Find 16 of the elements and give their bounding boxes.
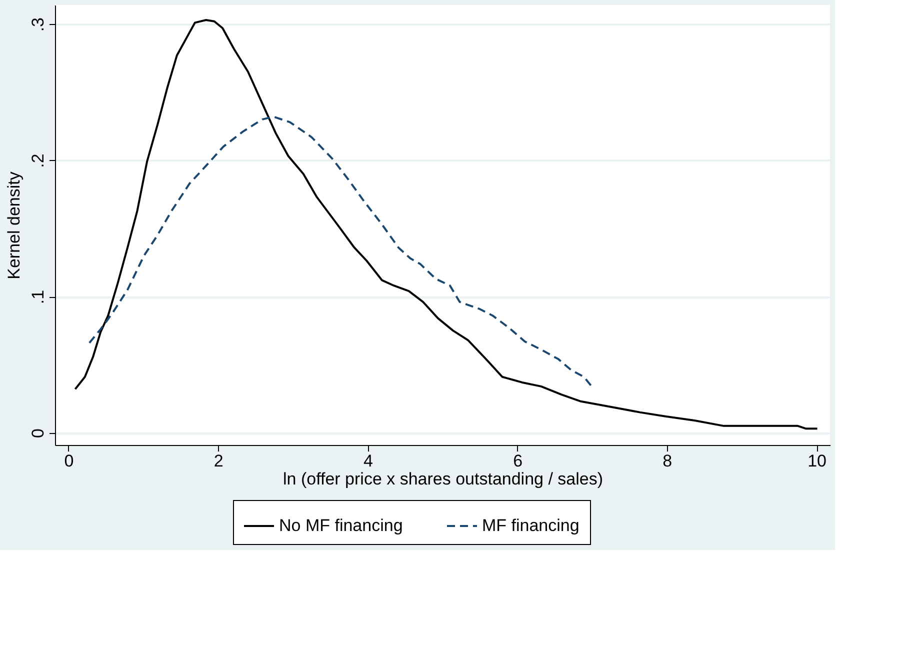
- legend-label: MF financing: [482, 516, 580, 535]
- x-tick-label: 4: [363, 452, 373, 470]
- x-tick-label: 0: [64, 452, 74, 470]
- line-series: [74, 18, 818, 430]
- x-tick-label: 8: [662, 452, 672, 470]
- y-tick-label: 0: [28, 428, 48, 438]
- x-tick-label: 2: [214, 452, 224, 470]
- legend-label: No MF financing: [279, 516, 403, 535]
- x-tick-label: 10: [808, 452, 826, 470]
- y-tick-label: .2: [28, 154, 48, 168]
- line-series: [88, 116, 594, 389]
- x-axis-title: ln (offer price x shares outstanding / sales): [282, 470, 604, 488]
- y-tick-label: .3: [28, 17, 48, 32]
- y-tick-label: .1: [28, 290, 48, 304]
- y-axis-title: Kernel density: [4, 171, 24, 280]
- x-tick-label: 6: [513, 452, 523, 470]
